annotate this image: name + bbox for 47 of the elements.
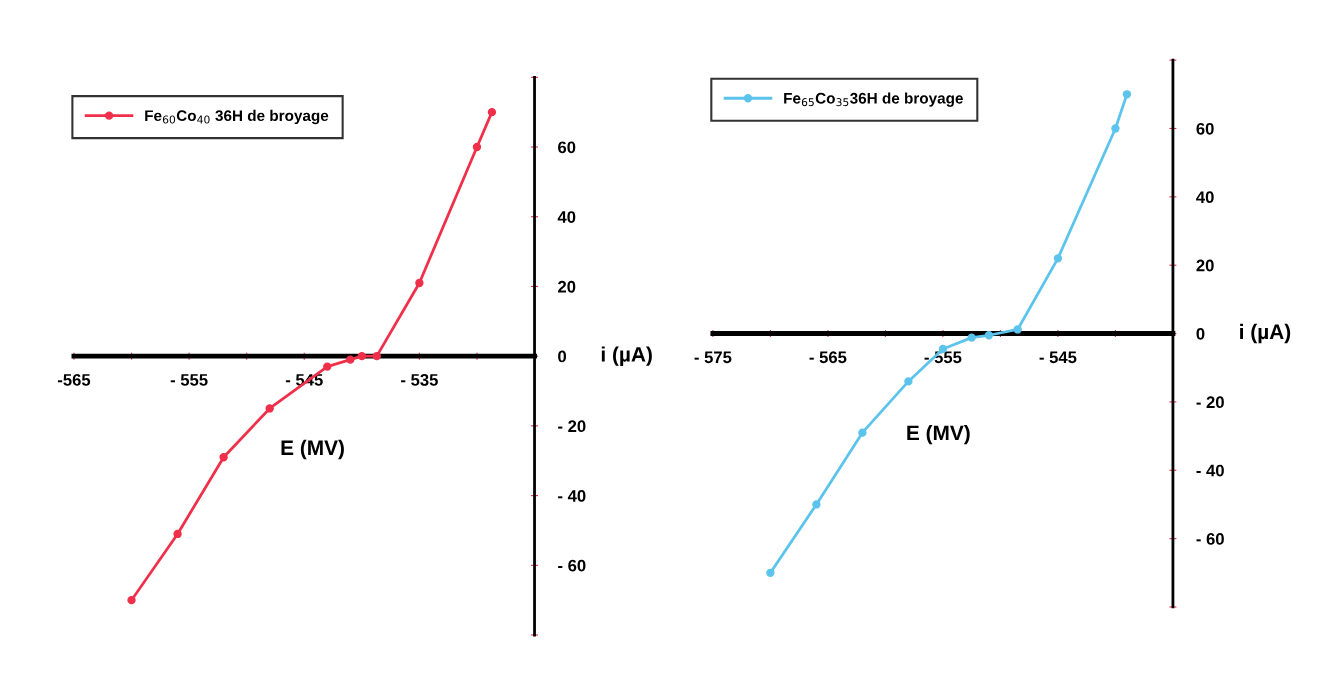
legend-label: Fe$_{65}$Co$_{35}$36H de broyage — [784, 92, 963, 107]
x-tick-label: - 565 — [809, 351, 847, 364]
x-tick-label: - 545 — [1039, 351, 1077, 364]
point — [904, 377, 913, 386]
point — [487, 107, 497, 117]
y-tick-label: 40 — [557, 211, 576, 223]
y-tick-label: - 60 — [558, 559, 586, 572]
legend-label: Fe$_{60}$Co$_{40}$ 36H de broyage — [145, 109, 329, 125]
point — [173, 529, 182, 539]
point — [1053, 254, 1063, 263]
x-tick-label: -565 — [57, 373, 91, 386]
y-tick-label: - 40 — [558, 490, 586, 502]
point — [967, 333, 976, 342]
y-tick-label: - 20 — [1196, 396, 1224, 409]
point — [357, 351, 366, 361]
y-tick-label: 60 — [558, 141, 576, 154]
point — [265, 404, 274, 413]
point — [219, 453, 228, 462]
y-axis-title: i (µA) — [1240, 323, 1291, 344]
point — [472, 142, 482, 152]
point — [812, 500, 821, 509]
y-tick-label: 40 — [1196, 191, 1214, 204]
y-tick-label: - 20 — [558, 420, 586, 433]
x-tick-label: - 575 — [694, 351, 732, 364]
y-tick-label: 0 — [1196, 327, 1205, 340]
x-tick-label: - 535 — [401, 373, 438, 386]
x-tick-label: - 555 — [170, 374, 208, 386]
point — [984, 331, 994, 340]
point — [1122, 90, 1132, 99]
y-tick-label: - 40 — [1196, 464, 1224, 477]
y-tick-label: - 60 — [1196, 533, 1224, 545]
y-tick-label: 20 — [558, 280, 576, 293]
point — [346, 355, 355, 364]
point — [127, 596, 136, 605]
point — [1013, 325, 1022, 334]
point — [766, 568, 775, 577]
point — [858, 428, 867, 437]
y-tick-label: 0 — [558, 350, 567, 363]
point — [415, 278, 424, 288]
x-axis-title: E (MV) — [281, 439, 344, 460]
point — [1111, 124, 1120, 133]
y-tick-label: 20 — [1196, 259, 1214, 272]
y-axis-title: i (µA) — [601, 346, 652, 366]
point — [372, 351, 381, 361]
x-axis-title: E (MV) — [907, 424, 970, 445]
point — [323, 362, 332, 371]
y-tick-label: 60 — [1196, 122, 1214, 135]
